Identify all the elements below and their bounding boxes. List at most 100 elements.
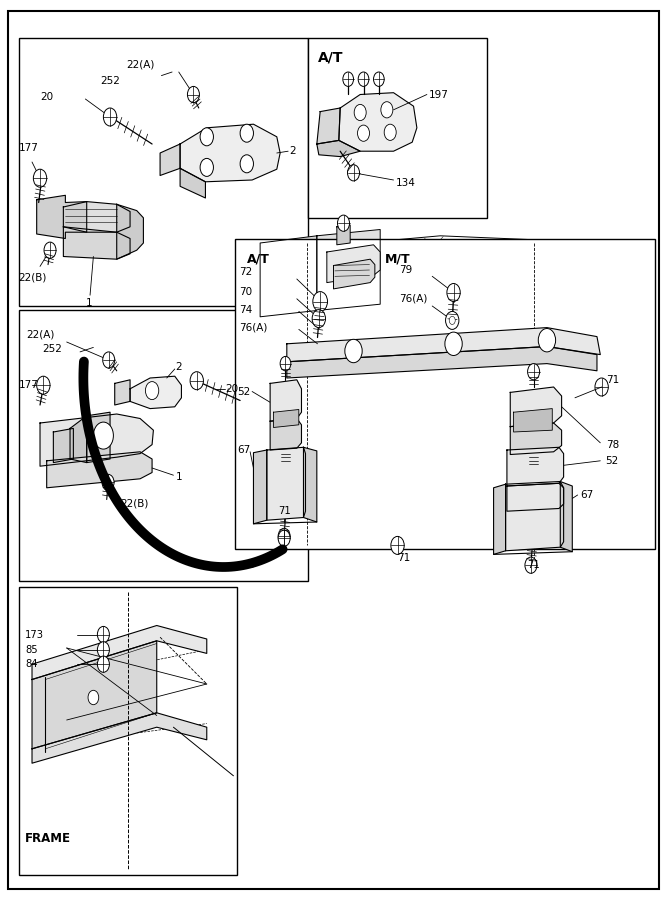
- Circle shape: [102, 474, 114, 490]
- Text: 72: 72: [239, 266, 252, 277]
- Polygon shape: [339, 93, 417, 151]
- Circle shape: [200, 158, 213, 176]
- Polygon shape: [267, 447, 305, 520]
- Text: 22(A): 22(A): [27, 329, 55, 340]
- Polygon shape: [317, 108, 340, 144]
- Polygon shape: [53, 428, 73, 463]
- Polygon shape: [337, 225, 350, 245]
- Circle shape: [450, 317, 456, 324]
- Circle shape: [313, 292, 327, 311]
- Text: A/T: A/T: [247, 253, 269, 266]
- Text: FRAME: FRAME: [25, 832, 71, 845]
- Polygon shape: [40, 414, 153, 466]
- Polygon shape: [514, 409, 552, 432]
- Text: 252: 252: [100, 76, 120, 86]
- Polygon shape: [560, 482, 572, 552]
- Polygon shape: [327, 245, 380, 283]
- Circle shape: [278, 528, 290, 544]
- Polygon shape: [253, 450, 267, 524]
- Polygon shape: [506, 482, 564, 551]
- Circle shape: [312, 310, 325, 328]
- Circle shape: [528, 364, 540, 380]
- Text: 70: 70: [239, 286, 252, 297]
- Text: 71: 71: [278, 506, 291, 517]
- Text: 67: 67: [580, 490, 594, 500]
- Circle shape: [358, 72, 369, 86]
- Text: 71: 71: [398, 553, 411, 563]
- Polygon shape: [507, 447, 564, 486]
- Polygon shape: [180, 124, 280, 182]
- Polygon shape: [117, 204, 143, 259]
- Circle shape: [446, 311, 459, 329]
- Circle shape: [391, 536, 404, 554]
- Polygon shape: [32, 626, 207, 680]
- Text: 22(B): 22(B): [19, 272, 47, 283]
- Circle shape: [447, 284, 460, 302]
- Text: 74: 74: [239, 304, 252, 315]
- Polygon shape: [130, 376, 181, 409]
- Text: 173: 173: [25, 629, 44, 640]
- Circle shape: [358, 125, 370, 141]
- Circle shape: [384, 124, 396, 140]
- Text: 52: 52: [606, 455, 619, 466]
- Text: 78: 78: [606, 440, 619, 451]
- Text: 197: 197: [429, 89, 449, 100]
- Text: 2: 2: [175, 362, 181, 373]
- Polygon shape: [510, 387, 562, 427]
- Circle shape: [280, 356, 291, 371]
- Circle shape: [240, 124, 253, 142]
- Circle shape: [374, 72, 384, 86]
- Text: 22(B): 22(B): [120, 499, 149, 509]
- Polygon shape: [334, 259, 375, 289]
- Polygon shape: [494, 484, 506, 554]
- Text: 2: 2: [289, 146, 296, 157]
- Text: 1: 1: [175, 472, 182, 482]
- Text: 177: 177: [19, 380, 39, 391]
- Circle shape: [93, 422, 113, 449]
- Circle shape: [44, 242, 56, 258]
- Circle shape: [525, 557, 537, 573]
- Polygon shape: [160, 144, 180, 176]
- Polygon shape: [287, 328, 600, 362]
- Polygon shape: [303, 447, 317, 522]
- Polygon shape: [87, 412, 110, 463]
- Polygon shape: [63, 202, 130, 232]
- Circle shape: [595, 378, 608, 396]
- Circle shape: [97, 656, 109, 672]
- Circle shape: [97, 626, 109, 643]
- Text: 22(A): 22(A): [127, 59, 155, 70]
- Polygon shape: [317, 230, 380, 310]
- Circle shape: [37, 376, 50, 394]
- Text: 71: 71: [606, 374, 619, 385]
- Text: 252: 252: [42, 344, 62, 355]
- Circle shape: [381, 102, 393, 118]
- Text: 134: 134: [396, 177, 416, 188]
- Polygon shape: [32, 713, 207, 763]
- Polygon shape: [270, 380, 301, 421]
- Bar: [235, 238, 655, 549]
- Circle shape: [278, 530, 290, 546]
- Polygon shape: [180, 168, 205, 198]
- Circle shape: [33, 169, 47, 187]
- Polygon shape: [260, 236, 317, 317]
- Circle shape: [145, 382, 159, 400]
- Polygon shape: [510, 423, 562, 454]
- Polygon shape: [63, 227, 130, 259]
- Circle shape: [200, 128, 213, 146]
- Polygon shape: [47, 452, 152, 488]
- Circle shape: [538, 328, 556, 352]
- Polygon shape: [270, 418, 301, 450]
- Polygon shape: [273, 410, 299, 427]
- Text: 76(A): 76(A): [399, 293, 428, 304]
- Text: 71: 71: [527, 560, 540, 571]
- Circle shape: [354, 104, 366, 121]
- Text: 52: 52: [237, 386, 250, 397]
- Text: A/T: A/T: [318, 50, 344, 65]
- Circle shape: [445, 332, 462, 356]
- Bar: [308, 38, 487, 218]
- Circle shape: [338, 215, 350, 231]
- Polygon shape: [115, 380, 130, 405]
- Circle shape: [190, 372, 203, 390]
- Text: 67: 67: [237, 445, 250, 455]
- Circle shape: [348, 165, 360, 181]
